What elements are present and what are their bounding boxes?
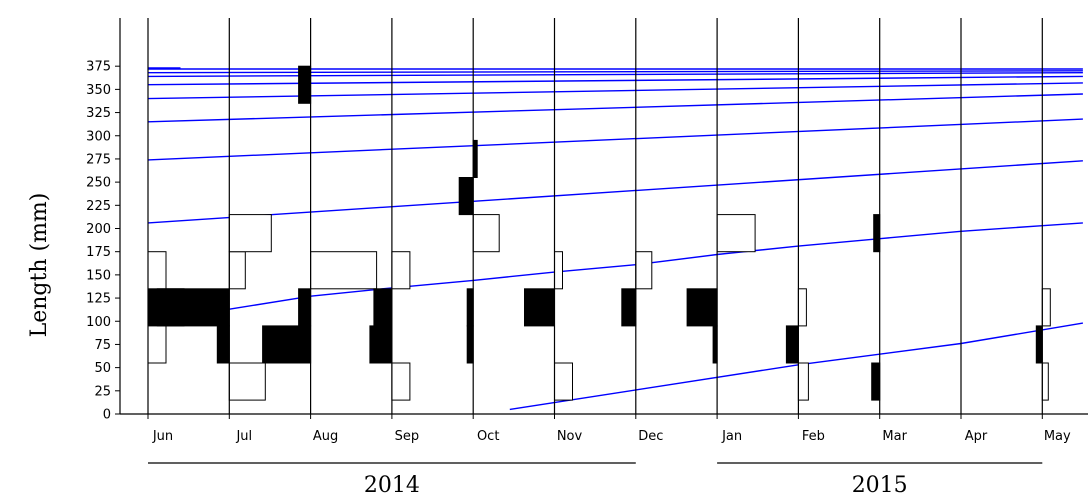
x-tick-label-jul: Jul <box>235 429 252 444</box>
y-tick-label-325: 325 <box>86 106 111 121</box>
histogram-bar-may-3 <box>1041 362 1049 401</box>
x-tick-label-may: May <box>1044 429 1071 444</box>
x-tick-label-jan: Jan <box>721 429 742 444</box>
x-tick-label-mar: Mar <box>882 429 907 444</box>
histogram-bar-nov-1 <box>524 288 555 327</box>
y-axis-title: Length (mm) <box>27 193 52 338</box>
histogram-bar-nov-3 <box>554 362 573 401</box>
histogram-bar-aug-1 <box>262 325 312 364</box>
growth-curve-6 <box>147 82 1083 100</box>
year-label-2015: 2015 <box>852 473 908 498</box>
x-tick-label-jun: Jun <box>152 429 173 444</box>
histogram-bar-jul-2 <box>216 325 230 364</box>
histogram-bar-jul-3 <box>228 251 246 290</box>
histogram-bar-sep-3 <box>391 251 411 290</box>
histogram-bar-oct-2 <box>466 288 474 327</box>
histogram-bars <box>147 65 1051 401</box>
y-tick-label-125: 125 <box>86 292 111 307</box>
growth-curve-5 <box>147 75 1083 86</box>
histogram-bar-jul-1 <box>156 288 230 327</box>
growth-curve-4 <box>147 72 1083 78</box>
histogram-bar-jun-3 <box>147 251 167 290</box>
histogram-bar-aug-3 <box>310 251 378 290</box>
y-tick-label-375: 375 <box>86 60 111 75</box>
x-tick-label-feb: Feb <box>802 429 825 444</box>
histogram-bar-dec-1 <box>621 288 637 327</box>
histogram-bar-mar-1 <box>873 214 881 253</box>
histogram-bar-oct-1 <box>466 325 474 364</box>
growth-curve-3 <box>147 70 1083 74</box>
x-tick-label-dec: Dec <box>638 429 663 444</box>
y-tick-label-225: 225 <box>86 199 111 214</box>
histogram-bar-aug-2 <box>298 288 312 327</box>
histogram-bar-may-1 <box>1035 325 1043 364</box>
histogram-bar-jul-5 <box>228 362 266 401</box>
histogram-bar-jan-3 <box>716 214 756 253</box>
histogram-bar-may-2 <box>1041 288 1051 327</box>
growth-curve-7 <box>147 93 1083 123</box>
y-tick-label-75: 75 <box>94 338 111 353</box>
histogram-bar-feb-1 <box>785 325 799 364</box>
y-tick-label-50: 50 <box>94 361 111 376</box>
y-tick-label-275: 275 <box>86 152 111 167</box>
axes: 0 25 50 75 100 125 150 175 200 225 250 275 300 325 350… <box>86 18 1088 498</box>
histogram-bar-jul-4 <box>228 214 272 253</box>
x-tick-label-oct: Oct <box>477 429 499 444</box>
year-label-2014: 2014 <box>364 473 420 498</box>
histogram-bar-oct-5 <box>472 214 500 253</box>
histogram-bar-jun-2 <box>147 325 167 364</box>
growth-curve-10 <box>147 222 1083 326</box>
histogram-bar-jan-1 <box>686 288 718 327</box>
y-tick-label-150: 150 <box>86 268 111 283</box>
histogram-bar-feb-3 <box>797 362 809 401</box>
y-tick-label-250: 250 <box>86 176 111 191</box>
y-tick-label-100: 100 <box>86 315 111 330</box>
y-tick-label-25: 25 <box>94 384 111 399</box>
x-tick-label-aug: Aug <box>313 429 338 444</box>
growth-curve-8 <box>147 118 1083 161</box>
y-tick-label-350: 350 <box>86 83 111 98</box>
histogram-bar-mar-2 <box>871 362 881 401</box>
histogram-bar-feb-2 <box>797 288 807 327</box>
y-tick-label-0: 0 <box>103 408 111 423</box>
y-tick-label-175: 175 <box>86 245 111 260</box>
growth-curve-9 <box>147 160 1083 224</box>
y-tick-label-200: 200 <box>86 222 111 237</box>
histogram-bar-dec-2 <box>635 251 653 290</box>
y-tick-label-300: 300 <box>86 129 111 144</box>
histogram-bar-oct-3 <box>458 177 474 216</box>
x-tick-label-apr: Apr <box>965 429 988 444</box>
histogram-bar-sep-2 <box>373 288 393 327</box>
histogram-bar-sep-1 <box>369 325 393 364</box>
histogram-bar-aug-4 <box>298 65 312 104</box>
histogram-bar-nov-2 <box>554 251 563 290</box>
x-tick-label-nov: Nov <box>557 429 583 444</box>
histogram-bar-sep-4 <box>391 362 411 401</box>
x-tick-label-sep: Sep <box>395 429 420 444</box>
